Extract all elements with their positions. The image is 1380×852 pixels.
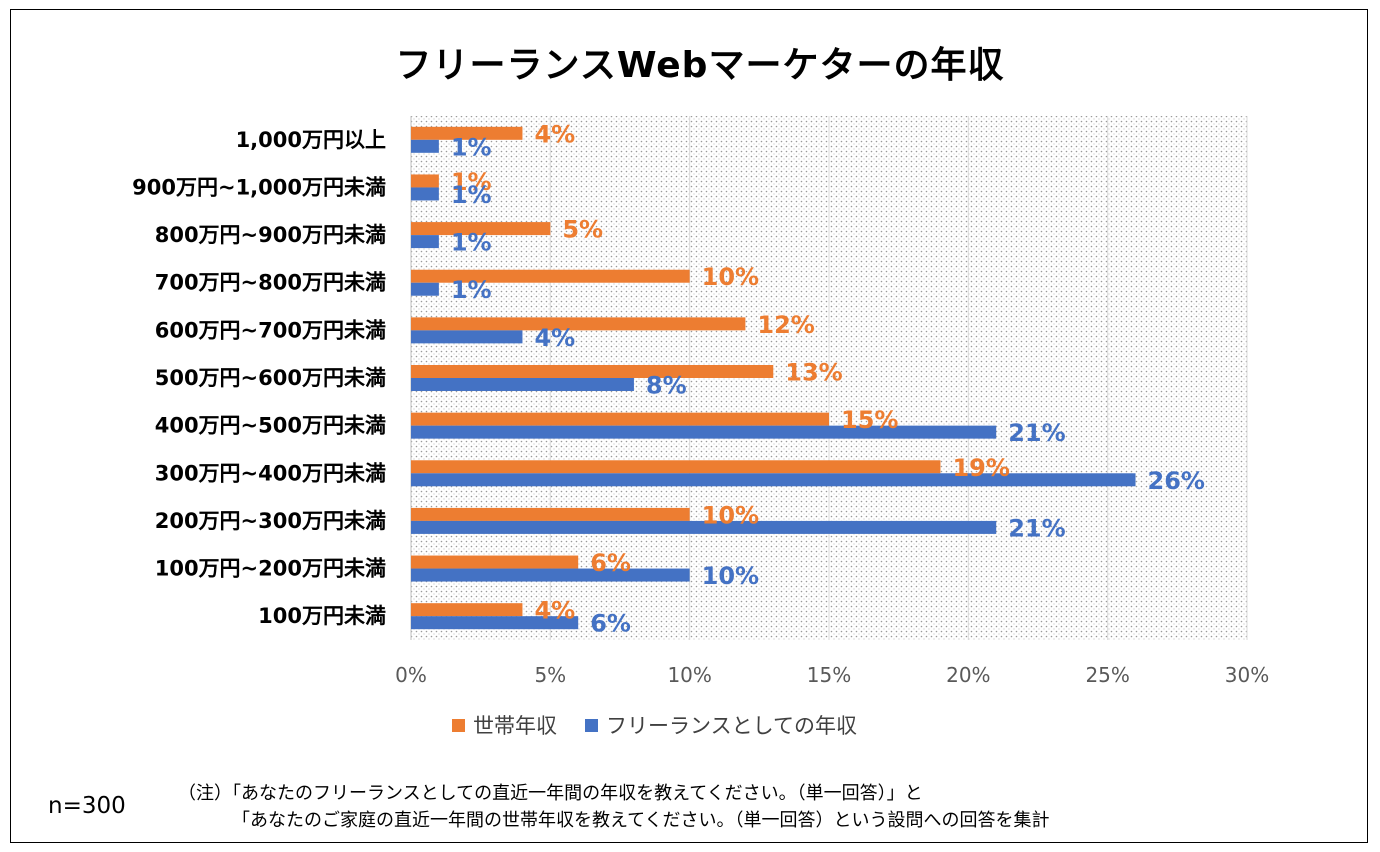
- bar-freelance: [411, 187, 439, 201]
- bar-household: [411, 317, 746, 331]
- data-label: 5%: [562, 216, 603, 244]
- bar-freelance: [411, 473, 1136, 487]
- data-label: 8%: [646, 372, 687, 400]
- bar-freelance: [411, 425, 997, 439]
- x-tick-label: 20%: [946, 663, 990, 687]
- bar-household: [411, 412, 829, 426]
- category-label: 400万円~500万円未満: [155, 414, 386, 438]
- category-label: 500万円~600万円未満: [155, 366, 386, 390]
- footnote-line-2: 「あなたのご家庭の直近一年間の世帯年収を教えてください。（単一回答）という設問へ…: [232, 810, 1050, 831]
- bar-freelance: [411, 520, 997, 534]
- bar-household: [411, 507, 690, 521]
- chart-title: フリーランスWebマーケターの年収: [395, 45, 1005, 86]
- data-label: 21%: [1008, 419, 1065, 447]
- data-label: 1%: [451, 181, 492, 209]
- x-tick-label: 10%: [667, 663, 711, 687]
- legend-item-household: 世帯年収: [452, 710, 557, 740]
- category-label: 100万円~200万円未満: [155, 557, 386, 581]
- bar-household: [411, 126, 523, 140]
- bar-freelance: [411, 378, 634, 391]
- bar-household: [411, 174, 439, 188]
- category-label: 800万円~900万円未満: [155, 223, 386, 247]
- data-label: 1%: [451, 229, 492, 257]
- data-label: 15%: [841, 406, 898, 434]
- legend: 世帯年収 フリーランスとしての年収: [452, 710, 885, 740]
- category-label: 1,000万円以上: [236, 128, 386, 152]
- data-label: 1%: [451, 168, 492, 196]
- bar-household: [411, 603, 523, 617]
- footnote-line-1: （注）「あなたのフリーランスとしての直近一年間の年収を教えてください。（単一回答…: [178, 783, 923, 804]
- bar-freelance: [411, 235, 439, 249]
- data-label: 10%: [702, 501, 759, 529]
- x-tick-label: 15%: [807, 663, 851, 687]
- bar-freelance: [411, 616, 579, 630]
- data-label: 4%: [534, 324, 575, 352]
- data-label: 13%: [785, 359, 842, 387]
- bar-freelance: [411, 568, 690, 582]
- legend-label-household: 世帯年収: [473, 714, 557, 738]
- x-tick-label: 25%: [1085, 663, 1129, 687]
- data-label: 1%: [451, 133, 492, 161]
- bar-freelance: [411, 330, 523, 344]
- category-label: 300万円~400万円未満: [155, 461, 386, 485]
- bar-household: [411, 222, 551, 236]
- x-tick-label: 5%: [534, 663, 566, 687]
- legend-swatch-freelance: [585, 718, 598, 732]
- category-label: 600万円~700万円未満: [155, 318, 386, 342]
- category-label: 900万円~1,000万円未満: [132, 175, 386, 199]
- x-tick-label: 30%: [1225, 663, 1269, 687]
- legend-swatch-household: [452, 718, 465, 732]
- bar-freelance: [411, 282, 439, 296]
- legend-label-freelance: フリーランスとしての年収: [606, 714, 857, 738]
- category-label: 700万円~800万円未満: [155, 271, 386, 295]
- data-label: 12%: [757, 311, 814, 339]
- category-label: 200万円~300万円未満: [155, 509, 386, 533]
- data-label: 26%: [1148, 467, 1205, 495]
- data-label: 10%: [702, 263, 759, 291]
- data-label: 4%: [534, 597, 575, 625]
- data-label: 19%: [952, 454, 1009, 482]
- data-label: 6%: [590, 610, 631, 638]
- category-label: 100万円未満: [258, 604, 386, 628]
- bar-household: [411, 269, 690, 283]
- bar-household: [411, 365, 774, 378]
- legend-item-freelance: フリーランスとしての年収: [585, 710, 857, 740]
- bar-household: [411, 555, 579, 569]
- data-label: 4%: [534, 120, 575, 148]
- data-label: 1%: [451, 276, 492, 304]
- data-label: 10%: [702, 562, 759, 590]
- bar-household: [411, 460, 941, 474]
- data-label: 21%: [1008, 514, 1065, 542]
- bar-freelance: [411, 139, 439, 153]
- sample-size: n=300: [48, 793, 126, 819]
- x-tick-label: 0%: [395, 663, 427, 687]
- data-label: 6%: [590, 549, 631, 577]
